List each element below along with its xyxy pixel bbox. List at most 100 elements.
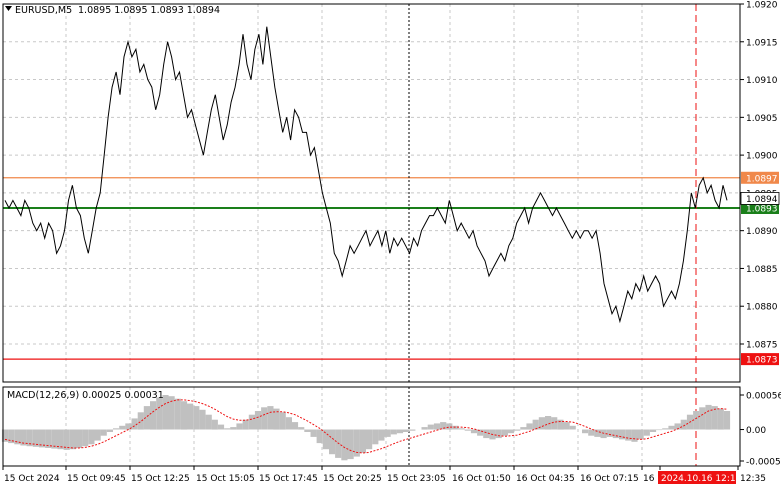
macd-bar [668, 425, 675, 430]
macd-bar [88, 429, 95, 445]
macd-bar [285, 417, 292, 430]
macd-bar [526, 423, 533, 430]
macd-bar [699, 407, 706, 430]
macd-bar [14, 429, 21, 445]
macd-bar [538, 417, 545, 430]
macd-bar [119, 425, 126, 430]
time-tick-label: 15 Oct 20:25 [323, 474, 382, 484]
macd-bar [199, 409, 206, 430]
macd-bar [156, 397, 163, 430]
current-price-badge [740, 192, 780, 205]
macd-bar [693, 411, 700, 430]
macd-bar [100, 429, 107, 436]
price-level-badge-label: 1.0893 [746, 205, 778, 215]
time-tick-label: 15 Oct 15:05 [196, 474, 255, 484]
macd-bar [347, 429, 354, 460]
price-tick-label: 1.0920 [746, 1, 778, 11]
current-time-label: 2024.10.16 12:10 [661, 474, 742, 484]
price-level-badge [741, 202, 779, 214]
macd-bar [162, 395, 169, 430]
time-axis[interactable]: 15 Oct 2024 15 Oct 09:45 15 Oct 12:25 15 Oc… [2, 466, 766, 484]
macd-bar [711, 406, 718, 430]
price-level-badge-label: 1.0873 [746, 356, 778, 366]
macd-bar [82, 429, 89, 447]
macd-bar [94, 429, 101, 441]
macd-bar [211, 419, 218, 430]
macd-bar [470, 429, 478, 434]
macd-bar [69, 429, 76, 450]
price-tick-label: 1.0880 [746, 303, 778, 313]
macd-bar [125, 423, 132, 430]
price-tick-label: 1.0900 [746, 152, 778, 162]
time-tick-label: 15 Oct 23:05 [387, 474, 446, 484]
macd-bar [45, 429, 52, 448]
macd-bar [433, 423, 441, 430]
price-tick-label: 1.0905 [746, 114, 778, 124]
macd-bar [131, 418, 138, 430]
macd-panel-frame [2, 386, 741, 467]
macd-bar [427, 424, 434, 430]
time-tick-label: 16 [643, 474, 655, 484]
macd-bar [723, 411, 731, 430]
vertical-markers [408, 4, 697, 466]
macd-bar [458, 428, 465, 430]
price-level-badge [741, 353, 779, 366]
axis-badges: 1.0897 1.0893 1.0873 1.0894 2024.10.16 12:10 [658, 171, 780, 484]
macd-bar [1, 429, 9, 442]
time-tick-label: 12:35 [740, 474, 766, 484]
macd-bar [279, 412, 286, 430]
macd-bar [254, 411, 262, 430]
macd-bar [8, 429, 15, 444]
macd-bar [390, 429, 397, 435]
macd-bar [298, 427, 305, 430]
symbol-label: EURUSD,M5 [15, 5, 72, 16]
price-level-badge-label: 1.0897 [746, 174, 778, 184]
time-tick-label: 16 Oct 04:35 [516, 474, 575, 484]
macd-bar [143, 406, 150, 430]
price-tick-label: 1.0885 [746, 265, 778, 275]
macd-bar [396, 429, 404, 434]
macd-bar [588, 429, 595, 436]
macd-bar [217, 424, 225, 430]
current-time-badge [658, 471, 736, 484]
macd-panel [1, 395, 731, 461]
macd-bar [594, 429, 601, 437]
macd-bar [113, 428, 120, 430]
macd-bar [261, 407, 268, 430]
time-tick-label: 16 Oct 01:50 [452, 474, 511, 484]
dropdown-triangle-icon[interactable] [5, 6, 12, 11]
macd-bar [717, 408, 724, 430]
macd-bar [106, 429, 113, 432]
macd-bar [38, 429, 46, 448]
macd-bar [267, 406, 274, 430]
macd-bar [452, 425, 459, 430]
macd-bar [477, 429, 484, 436]
macd-bar [674, 423, 681, 430]
macd-bar [643, 429, 650, 436]
macd-bar [507, 429, 515, 434]
macd-bar [205, 414, 212, 430]
macd-bar [514, 429, 521, 431]
macd-bar [291, 422, 299, 430]
ohlc-label: 1.0895 1.0895 1.0893 1.0894 [78, 5, 220, 16]
macd-bar [242, 419, 249, 430]
macd-bar [236, 423, 243, 430]
macd-bar [359, 429, 366, 453]
macd-bar [180, 401, 188, 430]
macd-bar [273, 408, 280, 430]
macd-bar [582, 429, 589, 434]
macd-bar [230, 427, 237, 430]
macd-bar [384, 429, 391, 437]
macd-bar [20, 429, 27, 446]
macd-tick-label: 0.00 [746, 426, 766, 436]
macd-bar [187, 403, 194, 430]
time-tick-label: 15 Oct 17:45 [259, 474, 318, 484]
macd-bar [705, 404, 712, 430]
macd-bar [137, 412, 144, 430]
macd-bar [637, 429, 644, 440]
macd-bar [662, 428, 669, 430]
